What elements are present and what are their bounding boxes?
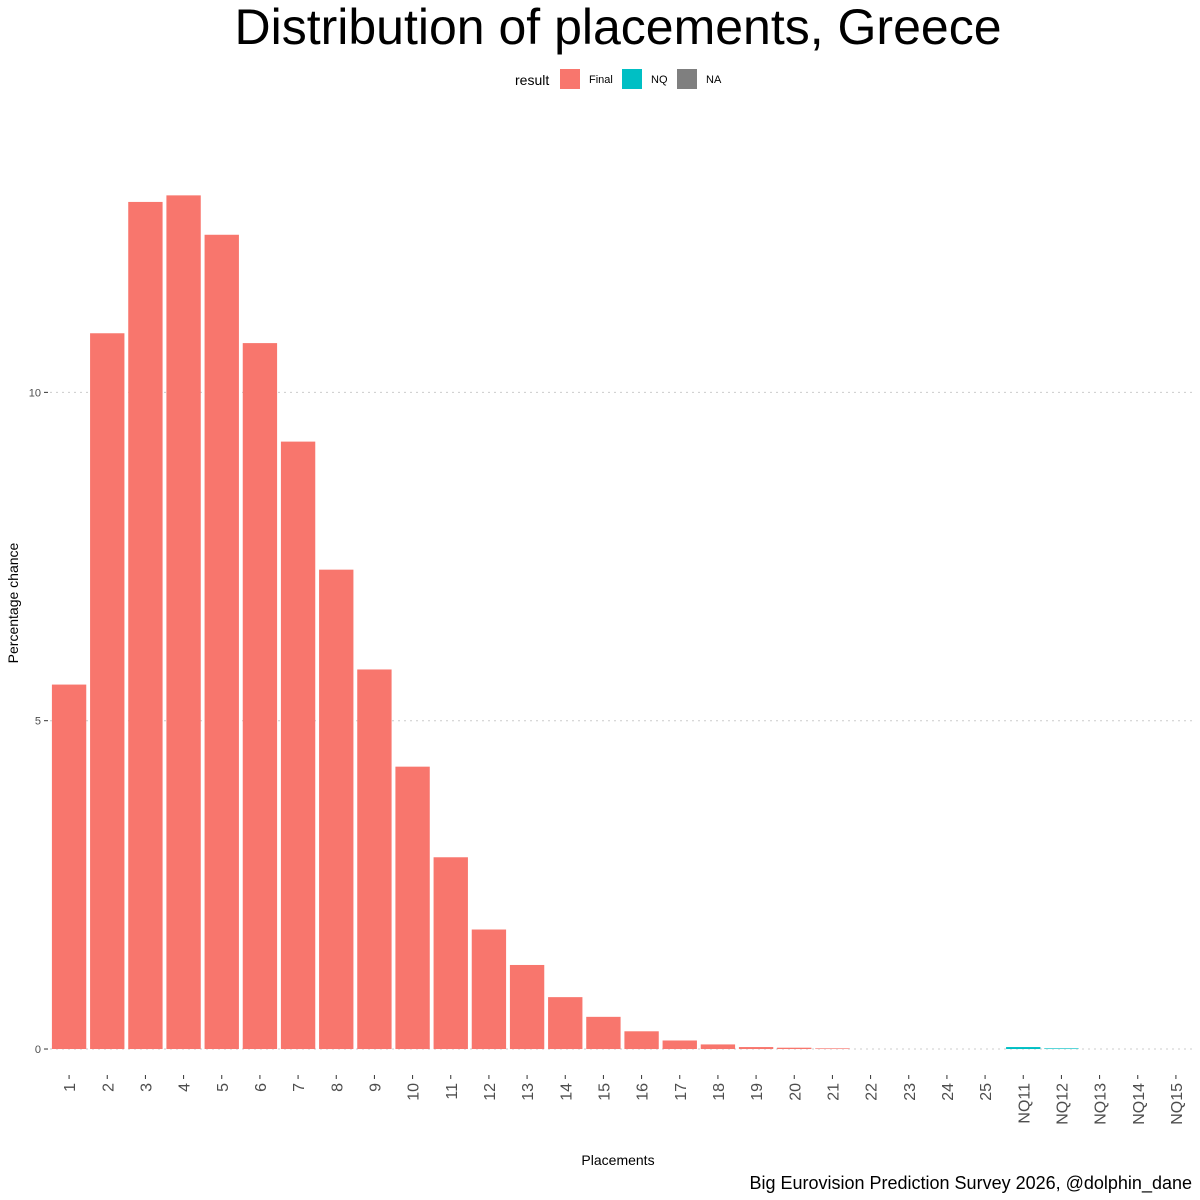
bar-21	[815, 1048, 850, 1050]
bar-11	[433, 857, 468, 1050]
bar-19	[738, 1047, 774, 1050]
x-tick-label-23: 23	[902, 1083, 919, 1101]
bar-5	[204, 234, 239, 1050]
bar-18	[700, 1044, 736, 1050]
y-axis-ticks: 0 5 10	[29, 387, 48, 1056]
bar-6	[242, 343, 278, 1050]
x-tick-label-21: 21	[825, 1083, 842, 1101]
x-tick-label-22: 22	[864, 1083, 881, 1101]
x-tick-label-5: 5	[215, 1083, 232, 1092]
x-tick-label-9: 9	[367, 1083, 384, 1092]
chart-caption: Big Eurovision Prediction Survey 2026, @…	[749, 1173, 1192, 1194]
x-tick-label-12: 12	[482, 1083, 499, 1101]
bar-8	[319, 569, 354, 1050]
bar-10	[395, 766, 430, 1050]
bar-4	[166, 195, 201, 1050]
bar-17	[662, 1040, 697, 1050]
x-tick-label-25: 25	[978, 1083, 995, 1101]
x-tick-label-6: 6	[253, 1083, 270, 1092]
x-tick-label-15: 15	[596, 1083, 613, 1101]
x-tick-label-nq15: NQ15	[1169, 1083, 1186, 1125]
x-tick-label-2: 2	[100, 1083, 117, 1092]
x-tick-label-14: 14	[558, 1083, 575, 1101]
legend-key-final	[560, 69, 580, 89]
bar-16	[624, 1031, 659, 1050]
legend-label-final: Final	[589, 74, 613, 86]
x-tick-label-16: 16	[635, 1083, 652, 1101]
y-tick-label-5: 5	[35, 716, 41, 728]
bar-14	[548, 997, 583, 1050]
x-tick-label-10: 10	[406, 1083, 423, 1101]
y-tick-label-0: 0	[35, 1044, 41, 1056]
legend-key-na	[677, 69, 697, 89]
x-tick-label-13: 13	[520, 1083, 537, 1101]
chart-title: Distribution of placements, Greece	[234, 0, 1001, 55]
bar-3	[128, 201, 163, 1050]
x-tick-label-4: 4	[177, 1083, 194, 1092]
bar-13	[509, 964, 545, 1050]
legend-key-nq	[622, 69, 642, 89]
x-tick-label-8: 8	[329, 1083, 346, 1092]
legend-label-na: NA	[706, 74, 722, 86]
x-tick-label-20: 20	[787, 1083, 804, 1101]
grid-lines	[50, 391, 1195, 1050]
bar-7	[280, 441, 316, 1050]
legend: result Final NQ NA	[515, 69, 722, 89]
x-tick-label-nq14: NQ14	[1131, 1083, 1148, 1125]
legend-title: result	[515, 72, 549, 88]
bar-nq12	[1044, 1048, 1079, 1050]
x-tick-label-3: 3	[138, 1083, 155, 1092]
x-tick-label-11: 11	[444, 1083, 461, 1100]
bar-15	[586, 1016, 621, 1050]
x-tick-label-17: 17	[673, 1083, 690, 1101]
bar-nq11	[1006, 1047, 1041, 1050]
bar-12	[471, 929, 507, 1050]
bars	[51, 195, 1079, 1050]
legend-label-nq: NQ	[651, 74, 668, 86]
y-axis-label: Percentage chance	[5, 542, 21, 663]
bar-9	[357, 669, 392, 1050]
x-axis-ticks: 1 2 3 4 5 6 7 8 9 10 11 12 13 14 15 16 17 18 19 20 21 22 23 24 2…	[62, 1075, 1186, 1125]
x-tick-label-1: 1	[62, 1083, 79, 1092]
x-tick-label-nq12: NQ12	[1054, 1083, 1071, 1125]
x-tick-label-18: 18	[711, 1083, 728, 1101]
x-axis-label: Placements	[581, 1152, 654, 1168]
x-tick-label-24: 24	[940, 1083, 957, 1101]
x-tick-label-7: 7	[291, 1083, 308, 1092]
bar-2	[90, 333, 125, 1050]
bar-1	[51, 684, 87, 1050]
bar-20	[777, 1047, 812, 1050]
y-tick-label-10: 10	[29, 387, 41, 399]
x-tick-label-19: 19	[749, 1083, 766, 1101]
x-tick-label-nq11: NQ11	[1016, 1083, 1033, 1124]
x-tick-label-nq13: NQ13	[1093, 1083, 1110, 1125]
